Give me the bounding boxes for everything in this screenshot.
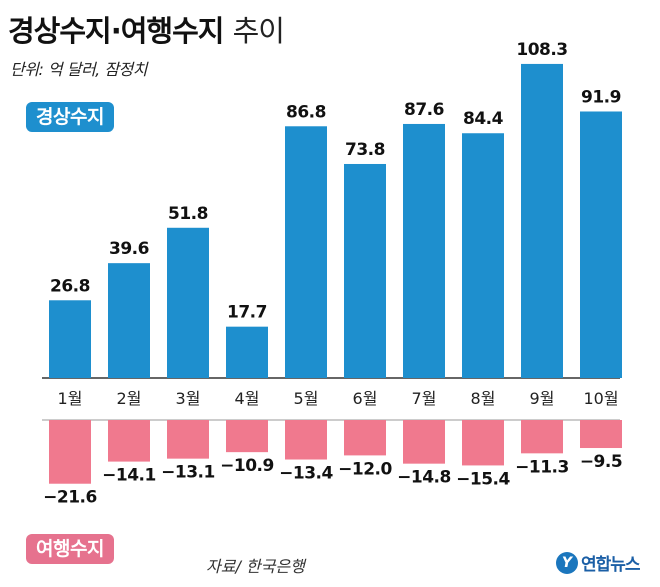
travel-value-label-2: −14.1 (102, 466, 156, 486)
travel-bar-2 (108, 420, 150, 462)
travel-bar-7 (403, 420, 445, 464)
legend-current-account: 경상수지 (26, 102, 114, 132)
travel-value-label-1: −21.6 (43, 488, 97, 508)
travel-bar-6 (344, 420, 386, 456)
travel-value-label-7: −14.8 (397, 468, 451, 488)
current-value-label-7: 87.6 (404, 100, 444, 120)
month-label-6: 6월 (353, 389, 378, 408)
month-label-3: 3월 (176, 389, 201, 408)
month-label-10: 10월 (583, 389, 618, 408)
month-label-9: 9월 (530, 389, 555, 408)
travel-bar-5 (285, 420, 327, 460)
travel-bar-1 (49, 420, 91, 484)
current-value-label-4: 17.7 (227, 303, 267, 323)
current-bar-2 (108, 263, 150, 378)
travel-value-label-10: −9.5 (580, 452, 622, 472)
travel-value-label-6: −12.0 (338, 459, 392, 479)
unit-note: 단위: 억 달러, 잠정치 (10, 60, 148, 79)
current-bar-8 (462, 133, 504, 378)
travel-value-label-5: −13.4 (279, 464, 333, 484)
travel-value-label-4: −10.9 (220, 456, 274, 476)
travel-bar-4 (226, 420, 268, 453)
month-label-7: 7월 (412, 389, 437, 408)
travel-value-label-3: −13.1 (161, 463, 215, 483)
travel-value-label-9: −11.3 (515, 457, 569, 477)
current-value-label-2: 39.6 (109, 239, 149, 259)
current-value-label-9: 108.3 (516, 40, 567, 60)
current-bar-9 (521, 63, 563, 379)
current-value-label-8: 84.4 (463, 109, 504, 129)
travel-bar-8 (462, 420, 504, 466)
month-label-5: 5월 (294, 389, 319, 408)
chart-title: 경상수지·여행수지 추이 (8, 8, 285, 50)
current-value-label-10: 91.9 (581, 87, 621, 107)
chart-title-suffix: 추이 (232, 14, 285, 48)
current-bar-1 (49, 300, 91, 378)
current-bar-5 (285, 126, 327, 378)
current-value-label-6: 73.8 (345, 140, 385, 160)
yonhap-logo: Y 연합뉴스 (556, 550, 641, 575)
travel-bar-10 (580, 420, 622, 449)
travel-bar-9 (521, 420, 563, 454)
current-value-label-5: 86.8 (286, 102, 326, 122)
month-label-2: 2월 (117, 389, 142, 408)
current-bar-10 (580, 111, 622, 379)
current-bar-6 (344, 163, 386, 378)
source-note: 자료/ 한국은행 (206, 557, 305, 576)
current-bar-7 (403, 123, 445, 379)
current-bar-4 (226, 326, 268, 378)
legend-travel-account: 여행수지 (26, 534, 114, 564)
yonhap-logo-text: 연합뉴스 (581, 555, 641, 575)
current-value-label-3: 51.8 (168, 204, 208, 224)
yonhap-logo-icon: Y (556, 551, 578, 574)
travel-bar-3 (167, 420, 209, 459)
current-bar-3 (167, 227, 209, 378)
chart-title-main: 경상수지·여행수지 (8, 14, 224, 48)
travel-value-label-8: −15.4 (456, 469, 510, 489)
month-label-1: 1월 (58, 389, 83, 408)
month-label-4: 4월 (235, 389, 260, 408)
month-label-8: 8월 (471, 389, 496, 408)
current-value-label-1: 26.8 (50, 276, 90, 296)
